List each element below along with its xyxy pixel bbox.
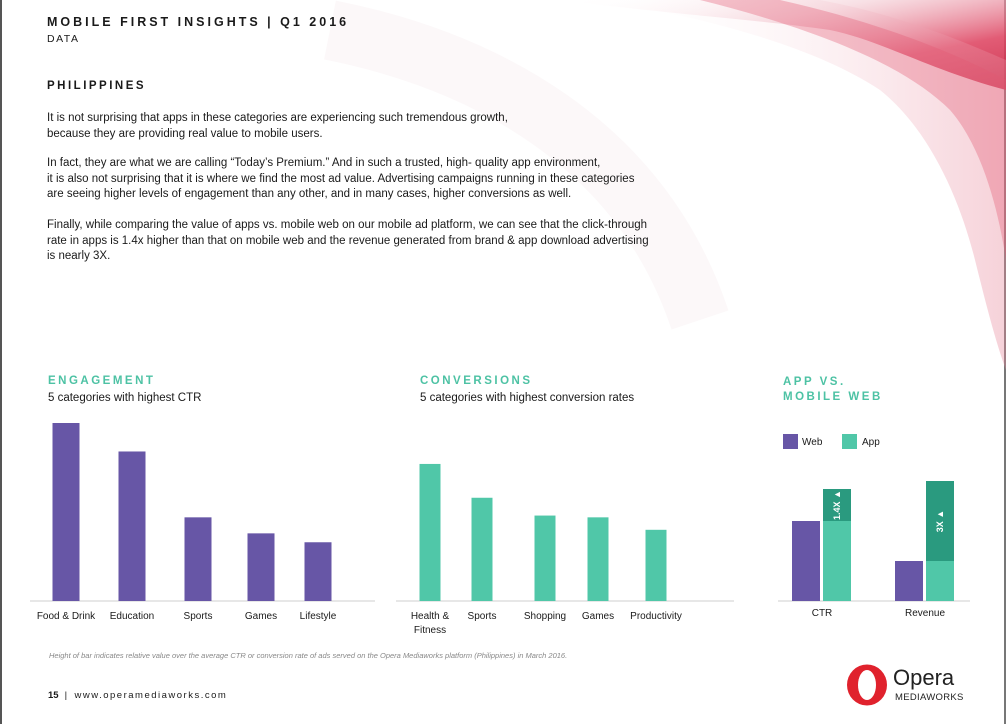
paragraph-line: because they are providing real value to…	[47, 127, 323, 140]
app-vs-web-category-label: CTR	[812, 608, 833, 619]
page-number: 15	[48, 690, 59, 701]
conversions-chart-subtitle: 5 categories with highest conversion rat…	[420, 392, 635, 404]
header-title: MOBILE FIRST INSIGHTS | Q1 2016	[47, 15, 350, 29]
app-bar	[926, 561, 954, 601]
engagement-bar	[118, 451, 146, 601]
footer-separator: |	[64, 690, 69, 701]
paragraph-line: rate in apps is 1.4x higher than that on…	[47, 234, 649, 247]
conversions-category-label: Games	[582, 611, 614, 622]
paragraph-line: are seeing higher levels of engagement t…	[47, 188, 572, 200]
conversions-category-label: Shopping	[524, 611, 566, 622]
legend-web-label: Web	[802, 437, 823, 448]
page-footer: 15 | www.operamediaworks.com	[48, 690, 227, 701]
page-left-border	[0, 0, 2, 724]
conversions-bar	[471, 497, 493, 601]
engagement-bar	[52, 423, 80, 601]
logo-tagline: MEDIAWORKS	[895, 692, 964, 703]
engagement-bar	[304, 542, 332, 601]
conversions-bar	[419, 463, 441, 601]
conversions-bar	[534, 515, 556, 601]
app-vs-web-category-label: Revenue	[905, 608, 945, 619]
paragraph-line: it is also not surprising that it is whe…	[47, 172, 635, 185]
engagement-category-label: Food & Drink	[37, 611, 96, 622]
conversions-bar	[587, 517, 609, 601]
conversions-chart: Health & Fitness Sports Shopping Games Produc…	[396, 463, 734, 636]
footer-url[interactable]: www.operamediaworks.com	[74, 690, 228, 701]
paragraph-apps-vs-web: Finally, while comparing the value of ap…	[47, 218, 747, 265]
legend-app-label: App	[862, 437, 880, 448]
conversions-chart-title: CONVERSIONS	[420, 375, 533, 387]
app-bar	[823, 521, 851, 601]
paragraph-premium: In fact, they are what we are calling “T…	[47, 156, 747, 203]
multiplier-annotation: 1.4X ▲	[832, 490, 842, 520]
app-bar-increment	[823, 489, 851, 521]
paragraph-line: It is not surprising that apps in these …	[47, 112, 508, 124]
legend-app-swatch	[842, 434, 857, 449]
paragraph-intro: It is not surprising that apps in these …	[47, 111, 747, 142]
app-bar-increment	[926, 481, 954, 561]
engagement-category-label: Lifestyle	[300, 611, 337, 622]
web-bar	[792, 521, 820, 601]
paragraph-line: is nearly 3X.	[47, 250, 111, 262]
conversions-category-label: Health & Fitness	[411, 611, 450, 636]
header-subtitle: DATA	[47, 33, 80, 45]
paragraph-line: Finally, while comparing the value of ap…	[47, 219, 648, 231]
legend-web-swatch	[783, 434, 798, 449]
engagement-category-label: Sports	[184, 611, 213, 622]
engagement-chart-title: ENGAGEMENT	[48, 375, 156, 387]
logo-name: Opera	[893, 665, 955, 690]
conversions-bar	[645, 529, 667, 601]
section-title: PHILIPPINES	[47, 80, 147, 92]
opera-logo-icon	[847, 664, 887, 706]
app-vs-web-chart: Web App 1.4X ▲ CTR 3X ▲ Revenue	[778, 434, 970, 619]
app-vs-web-title-text: APP VS. MOBILE WEB	[783, 376, 883, 403]
conversions-category-label: Sports	[468, 611, 497, 622]
engagement-chart: Food & Drink Education Sports Games Lifestyl…	[30, 423, 375, 622]
engagement-category-label: Education	[110, 611, 154, 622]
engagement-chart-subtitle: 5 categories with highest CTR	[48, 392, 202, 404]
conversions-category-label: Productivity	[630, 611, 682, 622]
app-vs-web-chart-title: APP VS. MOBILE WEB	[783, 375, 893, 405]
web-bar	[895, 561, 923, 601]
engagement-category-label: Games	[245, 611, 277, 622]
chart-footnote: Height of bar indicates relative value o…	[49, 651, 568, 660]
engagement-bar	[247, 533, 275, 601]
paragraph-line: In fact, they are what we are calling “T…	[47, 157, 601, 169]
engagement-bar	[184, 517, 212, 601]
multiplier-annotation: 3X ▲	[935, 510, 945, 532]
